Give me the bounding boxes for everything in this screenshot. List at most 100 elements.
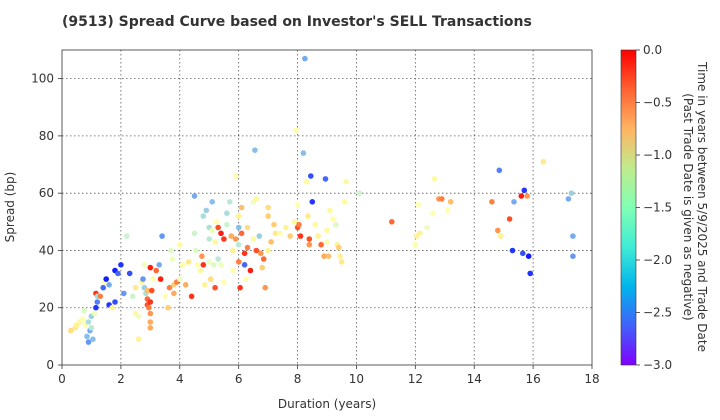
data-point [199, 253, 205, 259]
colorbar-tick-label: −0.5 [643, 96, 672, 110]
data-point [228, 233, 235, 239]
data-point [212, 284, 218, 291]
data-point [140, 276, 146, 282]
data-point [303, 178, 310, 185]
data-point [129, 293, 136, 300]
y-tick-label: 0 [46, 358, 54, 372]
data-point [271, 221, 277, 228]
data-point [215, 256, 221, 262]
data-point [424, 224, 430, 231]
data-point [212, 239, 218, 245]
data-point [253, 247, 260, 254]
data-point [235, 259, 242, 265]
data-point [315, 233, 322, 239]
data-point [90, 336, 96, 343]
data-point [412, 241, 419, 248]
data-point [157, 276, 164, 282]
data-point [568, 190, 575, 196]
data-point [85, 319, 92, 325]
data-point [197, 267, 204, 274]
y-ticks: 0 20 40 60 80 100 [31, 72, 62, 372]
data-point [235, 224, 242, 231]
data-point [200, 213, 207, 219]
data-point [227, 199, 233, 205]
data-point [343, 178, 349, 185]
data-point [79, 316, 86, 323]
data-point [309, 199, 316, 205]
data-point [330, 216, 336, 222]
data-point [81, 307, 87, 314]
data-point [277, 230, 283, 237]
data-point [293, 127, 299, 133]
data-point [308, 173, 314, 179]
data-point [144, 287, 151, 294]
data-point [497, 233, 504, 239]
data-point [324, 239, 330, 245]
data-point [336, 244, 342, 251]
colorbar-tick-label: 0.0 [643, 43, 662, 57]
x-tick-label: 6 [235, 372, 243, 386]
data-point [417, 230, 423, 237]
y-tick-label: 20 [39, 301, 54, 315]
data-point [85, 339, 92, 345]
colorbar-label-line2: (Past Trade Date is given as negative) [681, 93, 695, 321]
data-point [177, 241, 183, 248]
data-point [324, 227, 330, 234]
data-point [194, 262, 201, 268]
data-point [327, 207, 333, 214]
data-point [84, 333, 90, 340]
data-point [509, 247, 516, 254]
data-point [318, 241, 324, 248]
data-point [193, 247, 199, 254]
data-point [521, 187, 528, 194]
data-point [209, 227, 215, 234]
data-point [570, 253, 576, 259]
colorbar-tick-label: −1.0 [643, 148, 672, 162]
data-point [68, 327, 74, 334]
grid-lines [62, 50, 592, 365]
data-point [495, 227, 501, 234]
colorbar-label-line1: Time in years between 5/9/2025 and Trade… [695, 61, 709, 352]
data-point [302, 55, 308, 62]
data-point [121, 290, 127, 297]
data-point [444, 207, 451, 214]
data-point [97, 293, 104, 300]
data-point [210, 262, 217, 268]
colorbar-tick-label: −2.5 [643, 306, 672, 320]
data-point [200, 262, 207, 268]
data-point [244, 244, 251, 251]
y-tick-label: 100 [31, 72, 54, 86]
data-point [213, 219, 220, 225]
colorbar-tick-label: −1.5 [643, 201, 672, 215]
data-point [132, 284, 139, 291]
data-point [238, 204, 245, 211]
data-point [106, 282, 112, 288]
data-point [169, 256, 176, 262]
data-point [218, 230, 224, 237]
x-tick-label: 14 [467, 372, 482, 386]
data-point [221, 279, 227, 285]
data-point [177, 276, 183, 282]
data-point [230, 267, 236, 274]
data-point [356, 190, 363, 196]
data-point [247, 267, 254, 274]
data-point [525, 253, 532, 259]
x-tick-label: 8 [294, 372, 302, 386]
data-point [333, 221, 339, 228]
data-point [124, 233, 130, 239]
x-tick-label: 2 [117, 372, 125, 386]
data-point [221, 236, 227, 242]
data-point [115, 270, 121, 277]
data-point [147, 310, 154, 317]
data-point [149, 287, 155, 294]
data-point [191, 230, 198, 237]
data-point [520, 250, 526, 257]
data-point [185, 259, 192, 265]
data-point [322, 176, 329, 182]
data-point [88, 325, 95, 331]
x-tick-label: 12 [408, 372, 423, 386]
data-point [206, 236, 212, 242]
data-point [296, 221, 302, 228]
data-point [287, 233, 294, 239]
data-point [241, 250, 248, 257]
